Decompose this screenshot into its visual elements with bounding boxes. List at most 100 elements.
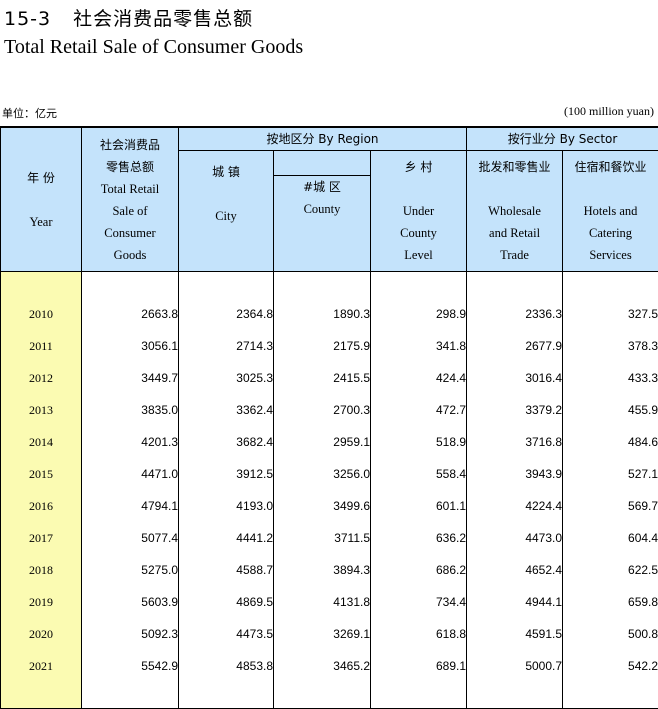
city-cell: 4588.7 [178,554,274,586]
table-body: 2010 2663.8 2364.8 1890.3 298.9 2336.3 327.5 20… [0,271,658,709]
wholesale-cell: 4224.4 [466,490,564,522]
spacer-row [0,271,658,298]
header-year-cn: 年 份 [27,170,55,185]
county-cell: 2175.9 [273,330,371,362]
spacer-row [0,682,658,709]
total-cell: 5092.3 [81,618,179,650]
city-cell: 3682.4 [178,426,274,458]
header-county-cn: #城 区 [303,179,341,194]
total-cell: 4794.1 [81,490,179,522]
table-row: 2010 2663.8 2364.8 1890.3 298.9 2336.3 327.5 [0,298,658,330]
header-total-cn2: 零售总额 [105,159,154,174]
county-cell: 3465.2 [273,650,371,682]
table-row: 2012 3449.7 3025.3 2415.5 424.4 3016.4 433.3 [0,362,658,394]
table-title-cn-text: 社会消费品零售总额 [73,8,254,30]
wholesale-cell: 5000.7 [466,650,564,682]
wholesale-cell: 3716.8 [466,426,564,458]
rural-cell: 686.2 [369,554,468,586]
hotels-cell: 542.2 [562,650,658,682]
city-cell: 2364.8 [178,298,274,330]
county-cell: 3269.1 [273,618,371,650]
wholesale-cell: 2336.3 [466,298,564,330]
total-cell: 3449.7 [81,362,179,394]
total-cell: 2663.8 [81,298,179,330]
table-row: 2020 5092.3 4473.5 3269.1 618.8 4591.5 500.8 [0,618,658,650]
hotels-cell: 378.3 [562,330,658,362]
year-cell: 2020 [0,618,82,650]
total-cell: 5542.9 [81,650,179,682]
header-total: 社会消费品 零售总额 Total Retail Sale of Consumer… [81,126,179,272]
rural-cell: 558.4 [369,458,468,490]
unit-label-cn: 单位：亿元 [2,107,57,120]
city-cell: 4473.5 [178,618,274,650]
wholesale-cell: 4944.1 [466,586,564,618]
table-row: 2015 4471.0 3912.5 3256.0 558.4 3943.9 527.1 [0,458,658,490]
city-cell: 4869.5 [178,586,274,618]
total-cell: 5077.4 [81,522,179,554]
header-rural-en1: Under [402,204,435,218]
rural-cell: 518.9 [369,426,468,458]
hotels-cell: 604.4 [562,522,658,554]
total-cell: 4201.3 [81,426,179,458]
header-rural-en2: County [400,226,437,240]
header-total-en2: Sale of [112,203,148,218]
table-row: 2017 5077.4 4441.2 3711.5 636.2 4473.0 604.4 [0,522,658,554]
rural-cell: 689.1 [369,650,468,682]
header-county: #城 区 County [273,174,371,273]
header-wholesale: 批发和零售业 Wholesale and Retail Trade [466,150,564,272]
header-wholesale-en3: Trade [500,248,529,262]
table-title-cn: 15-3 社会消费品零售总额 [4,4,253,31]
header-hotels-en3: Services [589,248,632,262]
rural-cell: 636.2 [369,522,468,554]
wholesale-cell: 4591.5 [466,618,564,650]
county-cell: 1890.3 [273,298,371,330]
header-wholesale-en2: and Retail [489,226,541,240]
table-row: 2011 3056.1 2714.3 2175.9 341.8 2677.9 378.3 [0,330,658,362]
header-county-spacer [273,150,371,176]
header-total-cn1: 社会消费品 [99,137,160,152]
header-city: 城 镇 City [178,150,274,272]
header-by-sector: 按行业分 By Sector [466,126,658,151]
hotels-cell: 659.8 [562,586,658,618]
header-city-en: City [215,209,237,223]
rural-cell: 472.7 [369,394,468,426]
hotels-cell: 527.1 [562,458,658,490]
header-year: 年 份 Year [0,126,82,272]
wholesale-cell: 3943.9 [466,458,564,490]
year-cell: 2015 [0,458,82,490]
city-cell: 3025.3 [178,362,274,394]
rural-cell: 298.9 [369,298,468,330]
year-cell: 2021 [0,650,82,682]
wholesale-cell: 2677.9 [466,330,564,362]
county-cell: 2700.3 [273,394,371,426]
rural-cell: 341.8 [369,330,468,362]
wholesale-cell: 4473.0 [466,522,564,554]
city-cell: 4193.0 [178,490,274,522]
hotels-cell: 455.9 [562,394,658,426]
rural-cell: 734.4 [369,586,468,618]
hotels-cell: 433.3 [562,362,658,394]
county-cell: 3499.6 [273,490,371,522]
total-cell: 3056.1 [81,330,179,362]
city-cell: 4853.8 [178,650,274,682]
county-cell: 3256.0 [273,458,371,490]
header-city-cn: 城 镇 [212,165,240,179]
total-cell: 5603.9 [81,586,179,618]
year-cell: 2019 [0,586,82,618]
header-by-region-label: 按地区分 By Region [266,132,379,146]
year-cell: 2012 [0,362,82,394]
city-cell: 3912.5 [178,458,274,490]
rural-cell: 424.4 [369,362,468,394]
year-cell: 2011 [0,330,82,362]
unit-label-en: (100 million yuan) [564,104,654,118]
total-cell: 4471.0 [81,458,179,490]
total-cell: 3835.0 [81,394,179,426]
table-header: 年 份 Year 社会消费品 零售总额 Total Retail Sale of… [0,126,658,273]
header-hotels-cn: 住宿和餐饮业 [574,160,647,174]
header-total-en1: Total Retail [100,181,160,196]
county-cell: 3894.3 [273,554,371,586]
year-cell: 2017 [0,522,82,554]
hotels-cell: 500.8 [562,618,658,650]
table-row: 2013 3835.0 3362.4 2700.3 472.7 3379.2 455.9 [0,394,658,426]
total-cell: 5275.0 [81,554,179,586]
